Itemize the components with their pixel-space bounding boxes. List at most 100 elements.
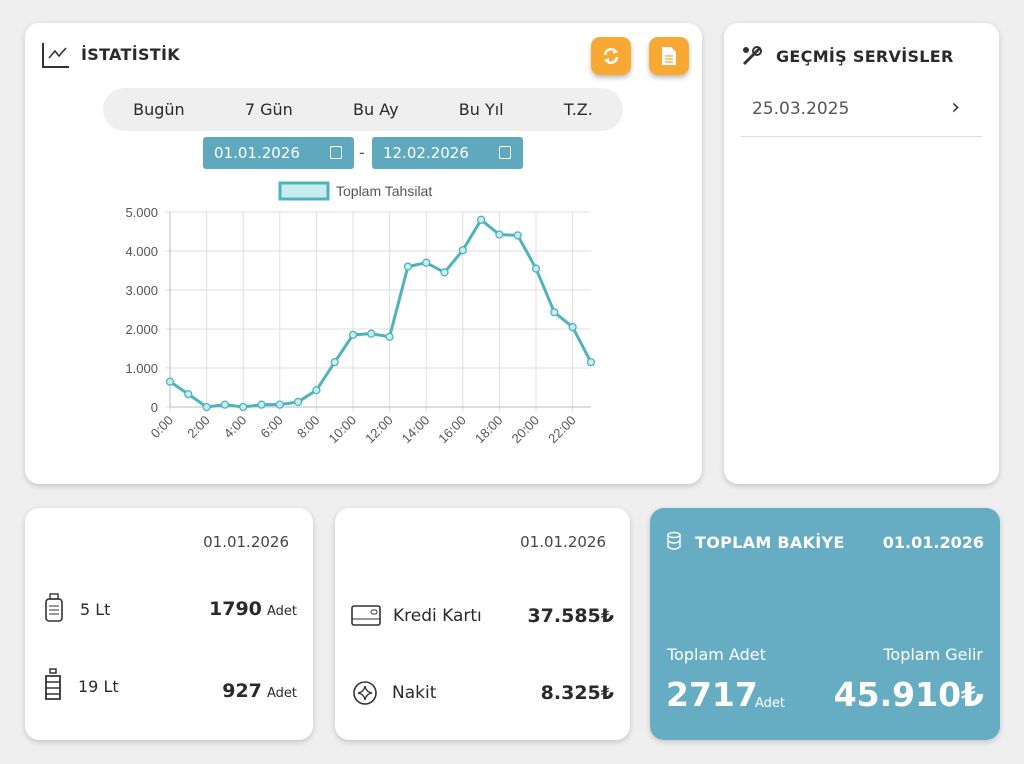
data-point [239, 402, 248, 412]
total-count-unit: Adet [755, 696, 786, 711]
x-tick-label: 14:00 [399, 413, 433, 447]
past-services-card: GEÇMİŞ SERVİSLER 25.03.2025 › [724, 23, 999, 484]
count-value: 927 [222, 680, 262, 702]
payment-label: Nakit [392, 683, 437, 703]
x-tick-label: 6:00 [257, 413, 286, 442]
y-tick-label: 4.000 [125, 244, 158, 259]
x-tick-label: 20:00 [509, 413, 543, 447]
range-all-time[interactable]: T.Z. [563, 100, 593, 119]
data-point [348, 330, 358, 340]
x-tick-label: 0:00 [148, 413, 177, 442]
calendar-icon [330, 146, 342, 159]
range-7-days[interactable]: 7 Gün [244, 100, 293, 119]
products-card: 01.01.2026 5 Lt 1790 Adet 19 Lt 927 Adet [25, 508, 313, 740]
product-count: 927 Adet [222, 680, 297, 702]
x-tick-label: 12:00 [362, 413, 396, 447]
count-value: 1790 [209, 598, 262, 620]
y-tick-label: 3.000 [125, 283, 158, 298]
product-label: 19 Lt [78, 677, 119, 696]
tools-icon [742, 46, 762, 66]
line-chart-icon [42, 43, 69, 68]
payment-label: Kredi Kartı [393, 606, 482, 626]
small-bottle-icon [45, 593, 63, 622]
document-icon [662, 47, 676, 65]
range-today[interactable]: Bugün [133, 100, 185, 119]
count-unit: Adet [266, 604, 297, 619]
data-point [293, 397, 303, 407]
water-jug-icon [45, 668, 61, 700]
product-count: 1790 Adet [209, 598, 297, 620]
x-tick-label: 16:00 [435, 413, 469, 447]
collection-chart: 0 1.000 2.000 3.000 4.000 5.000 0:00 2:00 4:00 6:… [125, 181, 596, 447]
payments-card: 01.01.2026 Kredi Kartı 37.585₺ Nakit 8.3… [335, 508, 630, 740]
product-label: 5 Lt [80, 600, 111, 619]
data-point [220, 400, 230, 409]
x-tick-label: 22:00 [545, 413, 579, 447]
products-date: 01.01.2026 [203, 533, 289, 551]
range-this-year[interactable]: Bu Yıl [458, 100, 504, 119]
total-balance-card: TOPLAM BAKİYE 01.01.2026 Toplam Adet 271… [650, 508, 1000, 740]
statistics-card: İSTATİSTİK Bugün 7 Gün Bu Ay Bu Yıl T.Z.… [25, 23, 702, 484]
credit-card-icon [351, 605, 381, 626]
legend-swatch [278, 181, 330, 201]
database-icon [667, 531, 681, 550]
refresh-button[interactable] [591, 37, 631, 75]
x-tick-label: 10:00 [326, 413, 360, 447]
data-point [184, 389, 193, 399]
cash-icon [353, 681, 377, 705]
data-point [568, 322, 577, 332]
y-tick-label: 2.000 [125, 322, 158, 337]
legend-label: Toplam Tahsilat [336, 183, 432, 199]
data-point [495, 230, 504, 239]
payment-amount: 37.585₺ [527, 605, 614, 627]
range-selector: Bugün 7 Gün Bu Ay Bu Yıl T.Z. [103, 88, 623, 131]
end-date-value: 12.02.2026 [383, 144, 469, 162]
total-count-value: 2717 [666, 675, 758, 714]
end-date-input[interactable]: 12.02.2026 [372, 137, 523, 169]
data-point [440, 268, 449, 277]
service-item[interactable]: 25.03.2025 › [741, 91, 982, 137]
date-separator: - [359, 143, 365, 162]
export-button[interactable] [649, 37, 689, 75]
balance-date: 01.01.2026 [882, 533, 984, 552]
data-point [330, 357, 339, 367]
data-point [403, 262, 413, 271]
range-this-month[interactable]: Bu Ay [353, 100, 399, 119]
total-income-label: Toplam Gelir [883, 645, 983, 664]
data-point [550, 308, 559, 317]
data-point [531, 264, 541, 273]
data-point [422, 258, 431, 267]
statistics-title: İSTATİSTİK [81, 45, 180, 64]
x-tick-label: 4:00 [221, 413, 250, 442]
balance-title: TOPLAM BAKİYE [695, 533, 845, 552]
data-point [476, 215, 486, 224]
refresh-icon [603, 48, 619, 64]
y-tick-label: 1.000 [125, 361, 158, 376]
data-point [275, 400, 284, 409]
data-point [165, 377, 175, 386]
service-date: 25.03.2025 [752, 99, 850, 119]
series-line [169, 218, 593, 409]
data-point [458, 246, 467, 255]
start-date-input[interactable]: 01.01.2026 [203, 137, 354, 169]
x-tick-label: 8:00 [294, 413, 323, 442]
past-services-title: GEÇMİŞ SERVİSLER [776, 47, 954, 66]
data-point [312, 386, 321, 395]
calendar-icon [499, 146, 511, 159]
y-tick-label: 0 [151, 400, 158, 415]
y-tick-label: 5.000 [125, 205, 158, 220]
data-point [367, 329, 376, 338]
payments-date: 01.01.2026 [520, 533, 606, 551]
x-tick-label: 18:00 [472, 413, 506, 447]
data-point [586, 357, 596, 367]
count-unit: Adet [266, 686, 297, 701]
data-point [513, 231, 522, 240]
data-point [202, 402, 211, 412]
data-point [257, 400, 266, 409]
x-tick-label: 2:00 [184, 413, 213, 442]
total-income-value: 45.910₺ [833, 675, 984, 714]
start-date-value: 01.01.2026 [214, 144, 300, 162]
total-count-label: Toplam Adet [667, 645, 766, 664]
payment-amount: 8.325₺ [540, 682, 614, 704]
chevron-right-icon: › [951, 95, 960, 120]
